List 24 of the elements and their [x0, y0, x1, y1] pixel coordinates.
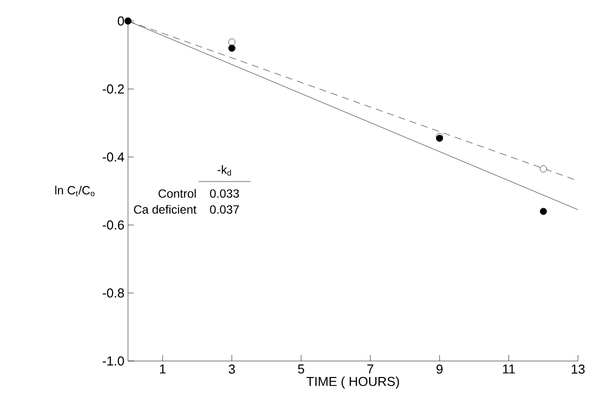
- x-tick-label: 1: [160, 364, 166, 374]
- y-tick-label: -0.8: [102, 288, 124, 298]
- y-tick-label: -0.2: [102, 84, 124, 94]
- y-tick-label: -1.0: [102, 356, 124, 366]
- x-tick-label: 13: [572, 364, 585, 374]
- annotation: Control: [158, 189, 196, 198]
- x-tick-label: 7: [367, 364, 374, 374]
- point: [228, 38, 236, 46]
- x-tick-label: 9: [436, 364, 443, 374]
- annotation: 0.033: [210, 189, 239, 198]
- annotation: -k$_{d}$: [218, 165, 231, 176]
- x-axis-title: TIME ( HOURS): [306, 376, 399, 389]
- point: [540, 165, 547, 172]
- point: [228, 44, 236, 52]
- point: [540, 208, 547, 215]
- y-tick-label: -0.6: [102, 220, 124, 230]
- x-tick-label: 3: [228, 364, 235, 374]
- x-tick-label: 5: [298, 364, 304, 374]
- y-axis-title: ln C$_{t}$/C$_{o}$: [55, 186, 94, 196]
- annotation: Ca deficient: [134, 204, 196, 214]
- x-tick-label: 11: [503, 364, 515, 374]
- y-tick-label: 0: [118, 16, 124, 26]
- annotation: 0.037: [210, 205, 239, 214]
- y-tick-label: -0.4: [102, 152, 124, 162]
